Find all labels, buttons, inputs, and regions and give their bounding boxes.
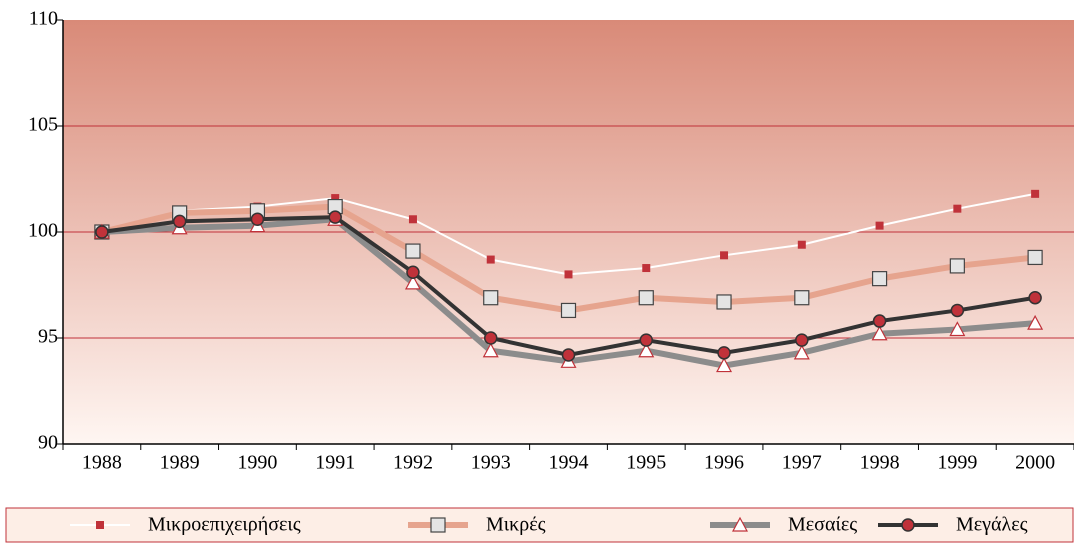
- point: [716, 294, 732, 310]
- point: [486, 255, 495, 264]
- legend-label: Μεσαίες: [788, 514, 857, 536]
- point: [405, 243, 421, 259]
- legend-label: Μικρές: [486, 514, 546, 536]
- x-tick-label: 1997: [782, 452, 822, 474]
- point: [406, 265, 420, 280]
- point: [949, 321, 966, 337]
- legend-label: Μικροεπιχειρήσεις: [148, 514, 301, 536]
- legend-marker: [901, 518, 915, 532]
- point: [953, 204, 962, 213]
- point: [949, 258, 965, 274]
- point: [717, 346, 731, 360]
- point: [797, 240, 806, 249]
- point: [1028, 290, 1042, 305]
- point: [642, 264, 651, 273]
- point: [871, 325, 888, 341]
- x-tick-label: 1996: [704, 452, 744, 474]
- point: [1027, 249, 1043, 266]
- legend-marker: [731, 516, 749, 532]
- x-tick-label: 1994: [549, 452, 589, 474]
- x-tick-label: 1998: [860, 452, 900, 474]
- point: [560, 302, 577, 319]
- x-tick-label: 1995: [626, 452, 666, 474]
- point: [1031, 189, 1040, 198]
- y-tick-label: 110: [29, 8, 58, 30]
- point: [328, 210, 342, 224]
- x-tick-label: 1999: [937, 452, 977, 474]
- x-tick-label: 1991: [315, 452, 355, 474]
- y-tick-label: 90: [38, 432, 58, 454]
- point: [950, 303, 965, 318]
- x-tick-label: 1993: [471, 452, 511, 474]
- x-tick-label: 1989: [160, 452, 200, 474]
- point: [720, 251, 729, 260]
- point: [794, 290, 810, 306]
- point: [795, 333, 809, 347]
- point: [564, 270, 573, 279]
- point: [95, 225, 109, 239]
- x-tick-label: 1992: [393, 452, 433, 474]
- point: [871, 271, 888, 287]
- point: [716, 357, 733, 373]
- point: [638, 342, 655, 358]
- point: [482, 342, 499, 358]
- point: [639, 333, 654, 347]
- y-tick-label: 100: [28, 220, 58, 242]
- x-tick-label: 2000: [1015, 452, 1055, 474]
- point: [483, 331, 498, 345]
- legend-marker: [96, 521, 104, 529]
- point: [872, 314, 887, 328]
- point: [172, 214, 187, 229]
- point: [404, 274, 421, 290]
- point: [408, 215, 417, 224]
- point: [875, 221, 884, 230]
- point: [483, 290, 499, 306]
- x-tick-label: 1990: [237, 452, 277, 474]
- point: [793, 344, 810, 360]
- x-tick-label: 1988: [82, 452, 122, 474]
- point: [638, 290, 654, 306]
- legend-label: Μεγάλες: [956, 514, 1028, 536]
- point: [561, 348, 576, 362]
- y-tick-label: 95: [38, 326, 58, 348]
- y-tick-label: 105: [28, 114, 58, 136]
- point: [1027, 314, 1044, 330]
- point: [250, 212, 265, 227]
- point: [331, 194, 340, 203]
- legend-marker: [430, 517, 446, 533]
